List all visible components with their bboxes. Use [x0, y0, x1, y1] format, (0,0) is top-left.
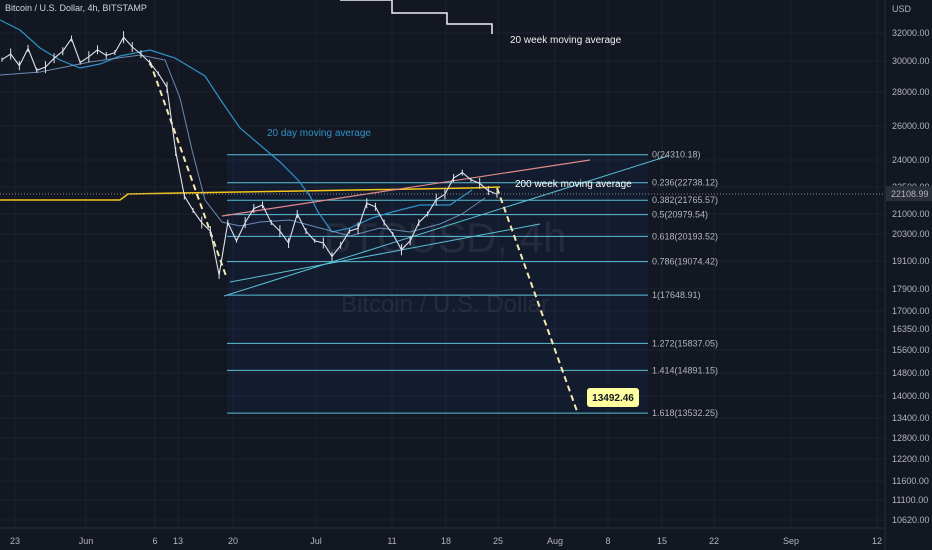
time-axis[interactable]: 23 Jun 6 13 20 Jul 11 18 25 Aug 8 15 22 Sep 12 — [0, 527, 885, 546]
price-tick-label: 17900.00 — [892, 284, 930, 294]
inner-trendline — [229, 223, 541, 283]
price-tick-label: 10620.00 — [892, 515, 930, 525]
price-line — [1, 36, 498, 276]
price-tick-label: 32000.00 — [892, 28, 930, 38]
price-tick-label: 28000.00 — [892, 87, 930, 97]
axis-unit-label: USD — [892, 4, 912, 14]
time-tick-label: 6 — [152, 536, 157, 546]
trendlines — [149, 61, 669, 415]
price-axis[interactable]: USD 32000.00 30000.00 28000.00 26000.00 24000… — [884, 0, 932, 550]
price-tick-label: 19100.00 — [892, 256, 930, 266]
price-series — [1, 31, 498, 279]
price-tick-label: 17000.00 — [892, 306, 930, 316]
price-tick-label: 11100.00 — [892, 495, 928, 505]
price-tick-label: 12800.00 — [892, 433, 930, 443]
fib-level-label: 1.272(15837.05) — [652, 338, 718, 348]
fib-level-label: 0(24310.18) — [652, 150, 701, 160]
time-tick-label: 8 — [605, 536, 610, 546]
time-tick-label: Aug — [547, 536, 563, 546]
annotations: 20 week moving average 20 day moving aver… — [0, 35, 885, 407]
fib-level-label: 0.382(21765.57) — [652, 195, 718, 205]
time-tick-label: 18 — [441, 536, 451, 546]
projection-dashed-line — [496, 187, 579, 415]
price-tick-label: 30000.00 — [892, 56, 930, 66]
ma-20-week-annotation: 20 week moving average — [510, 35, 622, 46]
grid — [0, 0, 885, 528]
fib-zone — [227, 154, 648, 414]
fib-level-label: 0.236(22738.12) — [652, 178, 718, 188]
ma-20-day-annotation: 20 day moving average — [267, 128, 371, 139]
time-tick-label: Jun — [79, 536, 94, 546]
fib-level-label: 0.618(20193.52) — [652, 231, 718, 241]
time-tick-label: 12 — [872, 536, 882, 546]
price-tick-label: 13400.00 — [892, 413, 930, 423]
symbol-title: Bitcoin / U.S. Dollar, 4h, BITSTAMP — [5, 3, 147, 13]
fib-level-label: 0.5(20979.54) — [652, 210, 708, 220]
price-tick-label: 21000.00 — [892, 209, 930, 219]
ma-short-line — [0, 54, 486, 237]
time-tick-label: Sep — [783, 536, 799, 546]
time-tick-label: 23 — [10, 536, 20, 546]
watermark-name: Bitcoin / U.S. Dollar — [341, 291, 549, 318]
ma-200-week-annotation: 200 week moving average — [515, 179, 632, 190]
time-tick-label: 20 — [228, 536, 238, 546]
ma-200-week-line — [0, 186, 501, 201]
price-tick-label: 16350.00 — [892, 324, 930, 334]
current-price-label: 22108.99 — [891, 189, 929, 199]
fib-level-label: 1.618(13532.25) — [652, 408, 718, 418]
time-tick-label: 11 — [387, 536, 396, 546]
support-trendline — [223, 155, 669, 297]
time-tick-label: Jul — [310, 536, 322, 546]
price-tick-label: 26000.00 — [892, 121, 930, 131]
price-tick-label: 20300.00 — [892, 229, 930, 239]
price-tick-label: 12200.00 — [892, 454, 930, 464]
fib-labels: 0(24310.18) 0.236(22738.12) 0.382(21765.57… — [652, 150, 718, 418]
fib-level-label: 0.786(19074.42) — [652, 257, 718, 267]
current-price-tag — [886, 186, 932, 202]
price-tick-label: 14800.00 — [892, 368, 930, 378]
drop-dashed-line — [149, 61, 227, 277]
resistance-trendline — [221, 159, 591, 217]
ma-20-week-line — [340, 0, 493, 34]
fib-background — [227, 154, 648, 414]
time-tick-label: 22 — [709, 536, 719, 546]
time-tick-label: 15 — [657, 536, 667, 546]
target-callout-label: 13492.46 — [592, 393, 634, 404]
time-tick-label: 13 — [173, 536, 183, 546]
moving-averages — [0, 0, 501, 237]
price-tick-label: 24000.00 — [892, 155, 930, 165]
ma-20-day-line — [0, 19, 473, 233]
price-tick-label: 15600.00 — [892, 345, 930, 355]
time-tick-label: 25 — [493, 536, 503, 546]
target-callout-box — [587, 388, 639, 407]
fib-level-label: 1.414(14891.15) — [652, 365, 718, 375]
fib-level-label: 1(17648.91) — [652, 290, 701, 300]
price-tick-label: 14000.00 — [892, 391, 930, 401]
price-tick-label: 11600.00 — [892, 476, 929, 486]
